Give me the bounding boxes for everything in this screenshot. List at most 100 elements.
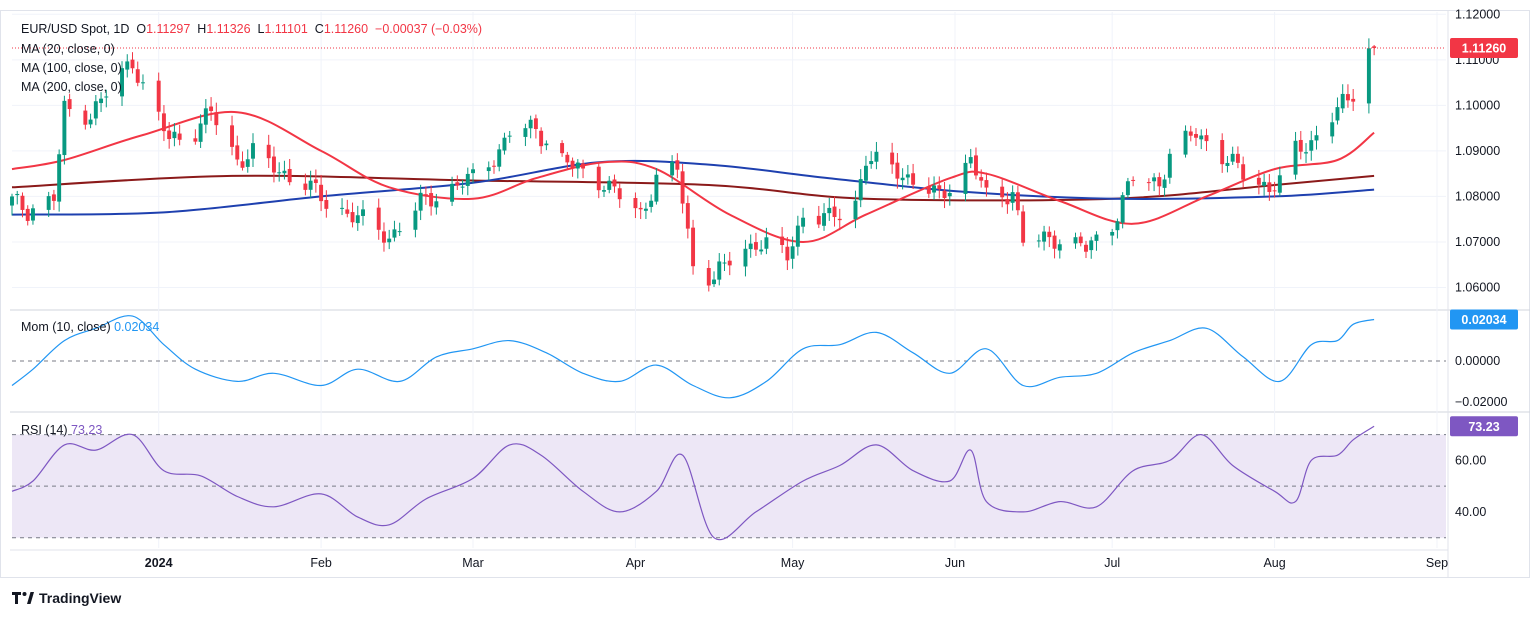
candle-body <box>1125 181 1130 196</box>
candle-body <box>345 209 350 214</box>
candle-body <box>1235 153 1240 163</box>
candlestick <box>25 205 30 226</box>
candlestick <box>968 148 973 169</box>
candle-body <box>1340 93 1345 109</box>
candlestick <box>795 215 800 256</box>
candlestick <box>450 176 455 206</box>
candle-body <box>968 157 973 164</box>
legend-ma20[interactable]: MA (20, close, 0) <box>21 42 115 56</box>
candlestick <box>1052 230 1057 259</box>
candlestick <box>93 95 98 126</box>
candle-body <box>523 128 528 137</box>
legend-rsi[interactable]: RSI (14) 73.23 <box>21 422 102 438</box>
candlestick <box>863 155 868 185</box>
candle-body <box>790 246 795 259</box>
candlestick <box>764 227 769 255</box>
legend-ma200[interactable]: MA (200, close, 0) <box>21 80 122 94</box>
candle-body <box>240 161 245 168</box>
candle-body <box>1094 234 1099 241</box>
candle-body <box>303 183 308 190</box>
candle-body <box>502 137 507 151</box>
candlestick <box>560 140 565 157</box>
candlestick <box>1366 38 1371 114</box>
candle-body <box>271 156 276 173</box>
candlestick <box>617 183 622 208</box>
candle-body <box>1225 162 1230 166</box>
tradingview-logo[interactable]: TradingView <box>12 590 121 606</box>
candle-body <box>822 213 827 226</box>
candle-body <box>99 98 104 104</box>
candle-body <box>1188 131 1193 136</box>
candle-body <box>350 212 355 223</box>
candle-body <box>722 262 727 264</box>
momentum-tick-label: −0.02000 <box>1455 395 1508 409</box>
candle-body <box>1131 179 1136 181</box>
candle-body <box>51 194 56 201</box>
candlestick <box>99 92 104 113</box>
candlestick <box>15 190 20 205</box>
candle-body <box>172 131 177 139</box>
main-legend: EUR/USD Spot, 1D O1.11297 H1.11326 L1.11… <box>21 21 482 37</box>
candlestick <box>434 193 439 215</box>
candlestick <box>780 227 785 254</box>
axis-labels: 1.120001.110001.100001.090001.080001.070… <box>145 7 1508 570</box>
candle-body <box>46 196 51 210</box>
candlestick <box>979 169 984 188</box>
candlestick <box>245 149 250 173</box>
momentum-value: 0.02034 <box>114 320 160 334</box>
momentum-badge-bg <box>1450 309 1518 330</box>
rsi-badge: 73.23 <box>1450 416 1518 437</box>
candlestick <box>345 199 350 218</box>
candle-body <box>423 194 428 196</box>
candlestick <box>1188 125 1193 142</box>
candle-body <box>979 177 984 181</box>
ma20-line <box>11 110 1375 244</box>
candle-body <box>932 185 937 193</box>
candlestick <box>502 132 507 155</box>
candlestick <box>832 196 837 227</box>
candle-body <box>706 267 711 286</box>
candlestick <box>1235 146 1240 169</box>
price-tick-label: 1.12000 <box>1455 7 1500 21</box>
candlestick <box>1204 128 1209 152</box>
candle-body <box>62 100 67 156</box>
candle-body <box>780 236 785 246</box>
candlestick <box>376 198 381 240</box>
candlestick <box>1015 185 1020 216</box>
candle-body <box>324 199 329 209</box>
candle-body <box>1293 140 1298 175</box>
candle-body <box>492 165 496 167</box>
candle-body <box>15 193 20 196</box>
legend-momentum[interactable]: Mom (10, close) 0.02034 <box>21 319 159 335</box>
candle-body <box>120 68 124 97</box>
candlestick <box>947 184 952 206</box>
candle-body <box>874 151 879 162</box>
candlestick <box>193 129 198 145</box>
candle-body <box>1057 244 1062 251</box>
candlestick <box>1314 125 1319 150</box>
candle-body <box>93 101 98 119</box>
candle-body <box>560 143 565 154</box>
price-tick-label: 1.07000 <box>1455 235 1500 249</box>
candlestick <box>1194 128 1198 146</box>
candlestick <box>874 141 879 170</box>
rsi-title: RSI (14) <box>21 423 68 437</box>
candlestick <box>1241 156 1246 188</box>
candle-body <box>83 110 88 125</box>
momentum-badge-text: 0.02034 <box>1461 313 1506 327</box>
candle-body <box>308 180 313 190</box>
legend-ma100[interactable]: MA (100, close, 0) <box>21 61 122 75</box>
candle-body <box>801 217 806 227</box>
candlestick <box>905 164 910 185</box>
candlestick <box>46 191 51 217</box>
candlestick <box>753 232 758 256</box>
candlestick <box>1167 148 1172 184</box>
candlestick <box>837 208 842 231</box>
candlestick <box>1298 130 1303 160</box>
candle-body <box>602 190 606 192</box>
candle-body <box>727 260 732 266</box>
time-tick-label: Aug <box>1263 556 1285 570</box>
candlestick <box>533 114 538 139</box>
candlestick <box>602 185 606 197</box>
